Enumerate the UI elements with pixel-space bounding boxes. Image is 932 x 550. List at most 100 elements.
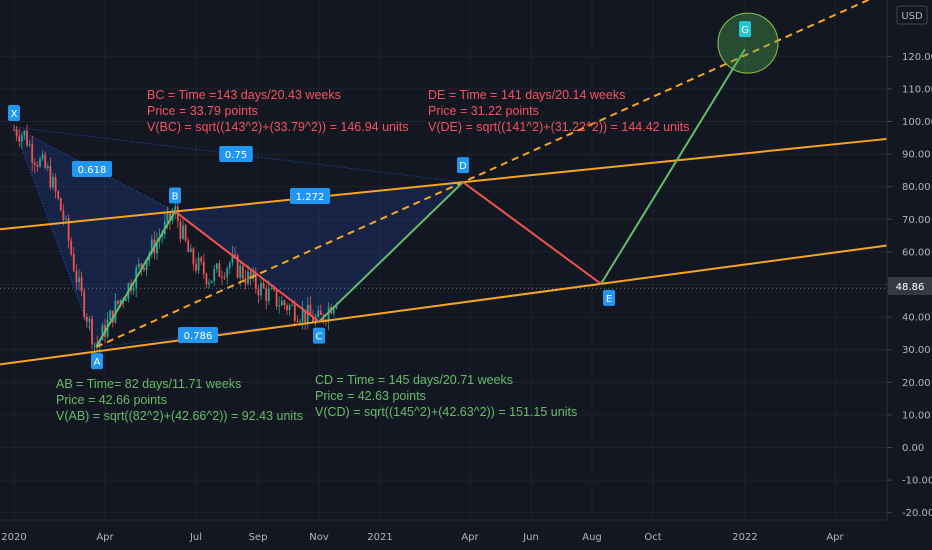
leg-cd xyxy=(318,181,464,323)
candle-body xyxy=(65,218,67,220)
ratio-label: 1.272 xyxy=(296,192,325,203)
candle-body xyxy=(231,254,234,263)
candle-body xyxy=(332,308,335,314)
annotation-ab-line1: AB = Time= 82 days/11.71 weeks xyxy=(56,377,241,391)
annotation-de-line3: V(DE) = sqrt((141^2)+(31.22^2)) = 144.42… xyxy=(428,120,690,134)
point-badge-c xyxy=(313,327,325,344)
point-label-c: C xyxy=(316,332,323,343)
candle-body xyxy=(319,311,322,315)
price-axis[interactable]: 120.00110.00100.0090.0080.0070.0060.0050… xyxy=(886,0,932,520)
currency-label: USD xyxy=(901,11,923,22)
candle-body xyxy=(304,309,307,323)
point-label-g: G xyxy=(741,25,749,36)
time-tick-label: 2021 xyxy=(367,532,392,543)
time-tick-label: Oct xyxy=(644,532,661,543)
time-axis[interactable]: 2020 Apr Jul Sep Nov 2021 Apr Jun Aug Oct 2022 Apr xyxy=(0,519,932,550)
candle-body xyxy=(39,158,41,167)
point-badge-e xyxy=(603,289,615,306)
candle-body xyxy=(267,288,270,301)
point-label-x: X xyxy=(11,109,18,120)
candle-body xyxy=(59,198,62,211)
candle-body xyxy=(288,305,291,311)
pattern-edge xyxy=(13,126,464,183)
candle-body xyxy=(28,144,31,146)
candle-body xyxy=(166,212,169,222)
candle-body xyxy=(223,277,226,279)
candle-body xyxy=(49,165,52,188)
candle-body xyxy=(234,254,236,256)
time-tick-label: 2022 xyxy=(732,532,757,543)
candle-body xyxy=(215,263,218,270)
price-tick-label: 60.00 xyxy=(902,247,931,258)
candle-body xyxy=(293,304,296,321)
candle-body xyxy=(202,261,205,274)
point-badge-x xyxy=(8,105,20,122)
ratio-badge xyxy=(290,188,330,204)
annotation-ab: AB = Time= 82 days/11.71 weeks Price = 4… xyxy=(56,377,303,423)
candle-body xyxy=(150,239,153,255)
candle-body xyxy=(72,253,75,271)
candle-body xyxy=(205,273,208,284)
last-price-label: 48.86 xyxy=(896,282,925,293)
time-tick-label: Jul xyxy=(189,532,202,543)
time-tick-label: Apr xyxy=(826,532,844,543)
candle-body xyxy=(67,218,70,241)
candle-body xyxy=(114,300,117,323)
candle-body xyxy=(62,210,65,220)
time-axis-background xyxy=(0,520,932,550)
candle-body xyxy=(226,268,229,278)
pattern-edge xyxy=(13,126,97,348)
candle-body xyxy=(241,265,244,279)
candle-body xyxy=(169,212,171,221)
price-tick-label: 120.00 xyxy=(902,52,932,63)
candle-body xyxy=(18,136,21,142)
candle-body xyxy=(187,240,190,253)
annotation-cd-line3: V(CD) = sqrt((145^2)+(42.63^2)) = 151.15… xyxy=(315,405,577,419)
point-badge-b xyxy=(169,187,181,204)
candle-body xyxy=(283,300,286,306)
leg-eg xyxy=(600,48,746,285)
projection-legs xyxy=(95,48,746,348)
candle-body xyxy=(265,288,268,301)
annotation-de-line2: Price = 31.22 points xyxy=(428,104,539,118)
ratio-label: 0.618 xyxy=(78,165,107,176)
candle-body xyxy=(57,191,60,199)
candle-body xyxy=(91,318,93,345)
candle-body xyxy=(52,177,54,188)
annotation-cd-line1: CD = Time = 145 days/20.71 weeks xyxy=(315,373,513,387)
annotation-bc-line3: V(BC) = sqrt((143^2)+(33.79^2)) = 146.94… xyxy=(147,120,409,134)
annotation-bc-line2: Price = 33.79 points xyxy=(147,104,258,118)
annotation-ab-line3: V(AB) = sqrt((82^2)+(42.66^2)) = 92.43 u… xyxy=(56,409,303,423)
candle-body xyxy=(85,316,88,322)
candle-body xyxy=(247,271,249,284)
channel-lines xyxy=(0,0,888,366)
candle-body xyxy=(88,318,91,322)
point-labels: X A B C D E G xyxy=(8,21,751,370)
candle-body xyxy=(327,307,330,322)
candle-body xyxy=(31,144,34,163)
candle-body xyxy=(161,234,164,238)
currency-badge[interactable] xyxy=(896,5,928,25)
candle-body xyxy=(275,289,278,307)
candle-body xyxy=(140,263,143,268)
candle-body xyxy=(137,263,140,268)
price-tick-label: 40.00 xyxy=(902,313,931,324)
candle-body xyxy=(179,221,182,239)
candle-body xyxy=(299,321,301,323)
time-tick-label: Apr xyxy=(96,532,114,543)
candle-body xyxy=(278,305,281,307)
time-tick-label: Apr xyxy=(461,532,479,543)
candle-body xyxy=(301,309,304,322)
candle-body xyxy=(280,300,283,306)
candle-body xyxy=(213,269,216,281)
price-tick-label: 110.00 xyxy=(902,84,932,95)
annotation-cd-line2: Price = 42.63 points xyxy=(315,389,426,403)
price-axis-background xyxy=(887,0,932,520)
price-tick-label: 90.00 xyxy=(902,150,931,161)
candle-body xyxy=(119,299,122,304)
candle-body xyxy=(54,177,57,192)
annotation-de-line1: DE = Time = 141 days/20.14 weeks xyxy=(428,88,625,102)
price-tick-label: -20.00 xyxy=(902,508,932,519)
ratio-badge xyxy=(72,161,112,177)
